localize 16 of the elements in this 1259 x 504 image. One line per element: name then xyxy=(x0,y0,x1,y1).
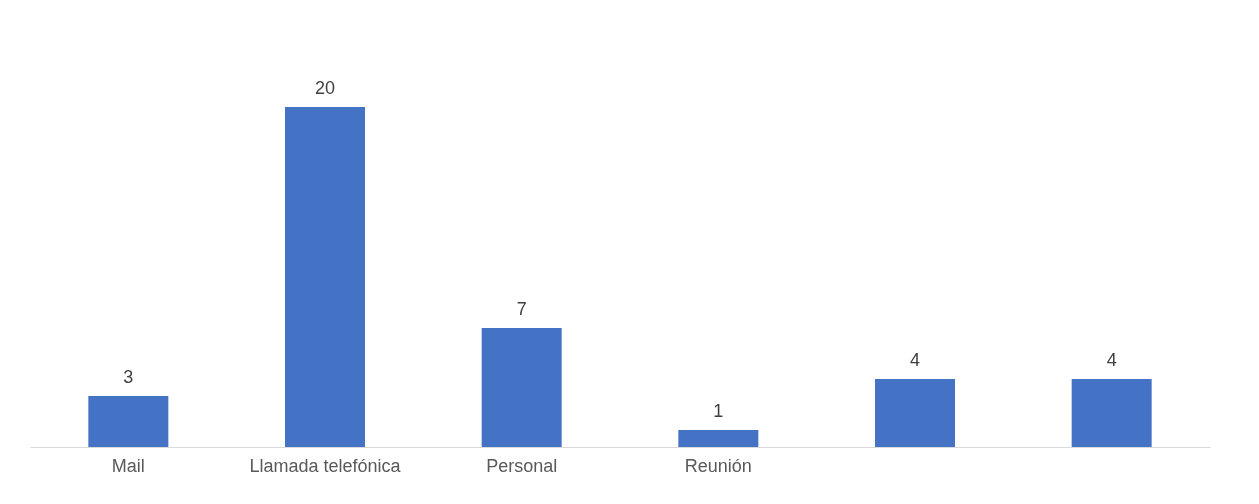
data-label: 4 xyxy=(909,350,921,370)
bar xyxy=(481,328,562,447)
x-tick-label: Reunión xyxy=(684,455,752,476)
bar xyxy=(1071,379,1152,447)
data-label: 4 xyxy=(1106,350,1117,370)
x-tick-label: Personal xyxy=(486,455,558,476)
bar xyxy=(678,430,759,447)
data-label: 3 xyxy=(123,367,134,387)
bar xyxy=(285,107,365,447)
data-label: 1 xyxy=(713,401,724,421)
data-label: 7 xyxy=(516,299,527,319)
x-tick-label: Llamada telefónica xyxy=(249,455,402,476)
bar xyxy=(88,396,169,447)
x-tick-label: Mail xyxy=(111,455,145,476)
bar xyxy=(875,379,955,447)
data-label: 20 xyxy=(314,78,336,98)
